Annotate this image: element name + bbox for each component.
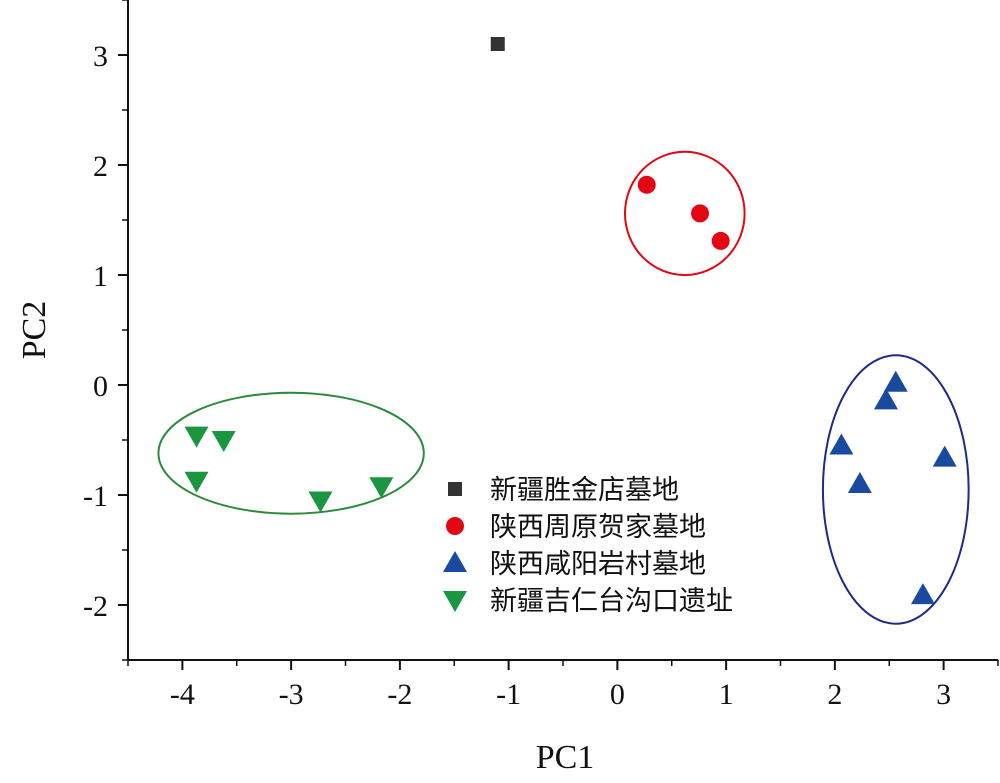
y-tick-label: 3 bbox=[93, 40, 108, 73]
data-point bbox=[847, 472, 872, 493]
legend-label: 陕西周原贺家墓地 bbox=[490, 512, 706, 543]
legend-marker bbox=[443, 551, 467, 572]
x-tick-label: -3 bbox=[279, 678, 304, 711]
cluster-ellipse bbox=[623, 150, 746, 276]
legend-label: 新疆胜金店墓地 bbox=[490, 475, 679, 506]
x-tick-label: -4 bbox=[170, 678, 195, 711]
data-point bbox=[829, 433, 854, 455]
data-point bbox=[910, 583, 935, 605]
y-tick-label: 2 bbox=[93, 150, 108, 183]
legend-marker bbox=[448, 482, 462, 496]
data-point bbox=[184, 426, 209, 448]
data-point bbox=[711, 231, 730, 250]
data-point bbox=[932, 445, 957, 467]
x-axis-title: PC1 bbox=[536, 739, 595, 776]
y-axis-title: PC2 bbox=[16, 301, 53, 360]
series-1 bbox=[623, 150, 746, 276]
y-tick-label: -1 bbox=[83, 480, 108, 513]
cluster-ellipse bbox=[157, 391, 425, 515]
y-tick-label: -2 bbox=[83, 590, 108, 623]
legend-label: 陕西咸阳岩村墓地 bbox=[490, 549, 706, 580]
y-tick-label: 0 bbox=[93, 370, 108, 403]
series-3 bbox=[157, 391, 425, 515]
x-tick-label: 2 bbox=[827, 678, 842, 711]
data-point bbox=[308, 491, 333, 513]
legend-marker bbox=[446, 517, 464, 535]
data-point bbox=[369, 477, 394, 499]
data-point bbox=[873, 388, 898, 410]
y-tick-label: 1 bbox=[93, 260, 108, 293]
plot-area bbox=[157, 37, 970, 625]
series-0 bbox=[490, 37, 505, 51]
data-point bbox=[184, 471, 209, 493]
legend-marker bbox=[443, 591, 467, 612]
series-2 bbox=[821, 354, 970, 625]
cluster-ellipse bbox=[821, 354, 970, 625]
legend-label: 新疆吉仁台沟口遗址 bbox=[490, 586, 733, 617]
data-point bbox=[691, 204, 710, 223]
x-tick-label: 0 bbox=[610, 678, 625, 711]
axes: -4 -3 -2 -1 0 1 2 3 -2 -1 0 1 2 3 bbox=[83, 0, 999, 711]
data-point bbox=[490, 37, 505, 51]
x-tick-label: -1 bbox=[496, 678, 521, 711]
x-tick-label: 1 bbox=[719, 678, 734, 711]
x-tick-label: 3 bbox=[936, 678, 951, 711]
x-tick-label: -2 bbox=[387, 678, 412, 711]
data-point bbox=[211, 431, 236, 452]
data-point bbox=[883, 370, 908, 392]
data-point bbox=[637, 175, 656, 194]
